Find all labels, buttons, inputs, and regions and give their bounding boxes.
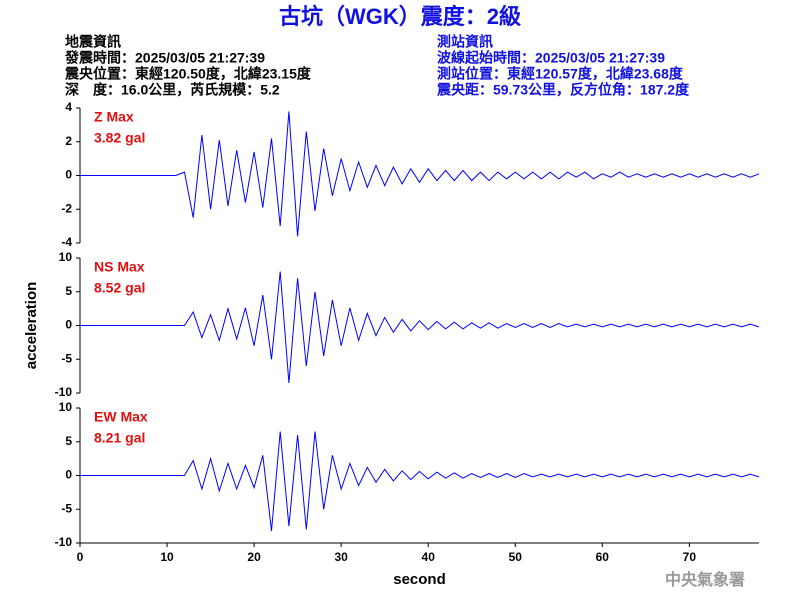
annotation: Z Max bbox=[94, 109, 134, 125]
x-tick-label: 30 bbox=[334, 550, 348, 564]
info-right: 測站資訊 bbox=[437, 34, 493, 50]
trace bbox=[80, 271, 760, 383]
footer: 中央氣象署 bbox=[665, 570, 745, 589]
x-axis-label: second bbox=[393, 571, 446, 588]
trace bbox=[80, 111, 760, 237]
y-tick-label: -2 bbox=[61, 201, 72, 215]
y-tick-label: -10 bbox=[55, 385, 73, 399]
x-tick-label: 60 bbox=[596, 550, 610, 564]
x-tick-label: 10 bbox=[160, 550, 174, 564]
info-left: 震央位置：東經120.50度，北緯23.15度 bbox=[64, 66, 312, 82]
y-axis-label: acceleration bbox=[23, 282, 40, 370]
trace bbox=[80, 431, 760, 531]
annotation: 3.82 gal bbox=[94, 130, 145, 146]
x-tick-label: 50 bbox=[509, 550, 523, 564]
y-tick-label: 4 bbox=[65, 100, 72, 114]
annotation: NS Max bbox=[94, 259, 145, 275]
x-tick-label: 70 bbox=[683, 550, 697, 564]
y-tick-label: 0 bbox=[65, 468, 72, 482]
y-tick-label: -5 bbox=[61, 351, 72, 365]
annotation: 8.52 gal bbox=[94, 280, 145, 296]
x-tick-label: 20 bbox=[247, 550, 261, 564]
info-left: 深 度：16.0公里，芮氏規模：5.2 bbox=[65, 82, 280, 98]
info-left: 發震時間：2025/03/05 21:27:39 bbox=[64, 50, 265, 66]
info-left: 地震資訊 bbox=[65, 34, 121, 50]
annotation: 8.21 gal bbox=[94, 430, 145, 446]
info-right: 波線起始時間：2025/03/05 21:27:39 bbox=[437, 50, 665, 66]
y-tick-label: 10 bbox=[59, 400, 73, 414]
y-tick-label: 10 bbox=[59, 250, 73, 264]
y-tick-label: -4 bbox=[61, 235, 72, 249]
title: 古坑（WGK）震度：2級 bbox=[279, 4, 521, 29]
info-right: 測站位置：東經120.57度，北緯23.68度 bbox=[437, 66, 684, 82]
y-tick-label: 0 bbox=[65, 318, 72, 332]
y-tick-label: -10 bbox=[55, 535, 73, 549]
annotation: EW Max bbox=[94, 409, 148, 425]
x-tick-label: 0 bbox=[77, 550, 84, 564]
y-tick-label: 2 bbox=[65, 134, 72, 148]
info-right: 震央距：59.73公里，反方位角：187.2度 bbox=[436, 82, 690, 98]
y-tick-label: 5 bbox=[65, 284, 72, 298]
y-tick-label: 0 bbox=[65, 168, 72, 182]
y-tick-label: -5 bbox=[61, 501, 72, 515]
x-tick-label: 40 bbox=[422, 550, 436, 564]
y-tick-label: 5 bbox=[65, 434, 72, 448]
